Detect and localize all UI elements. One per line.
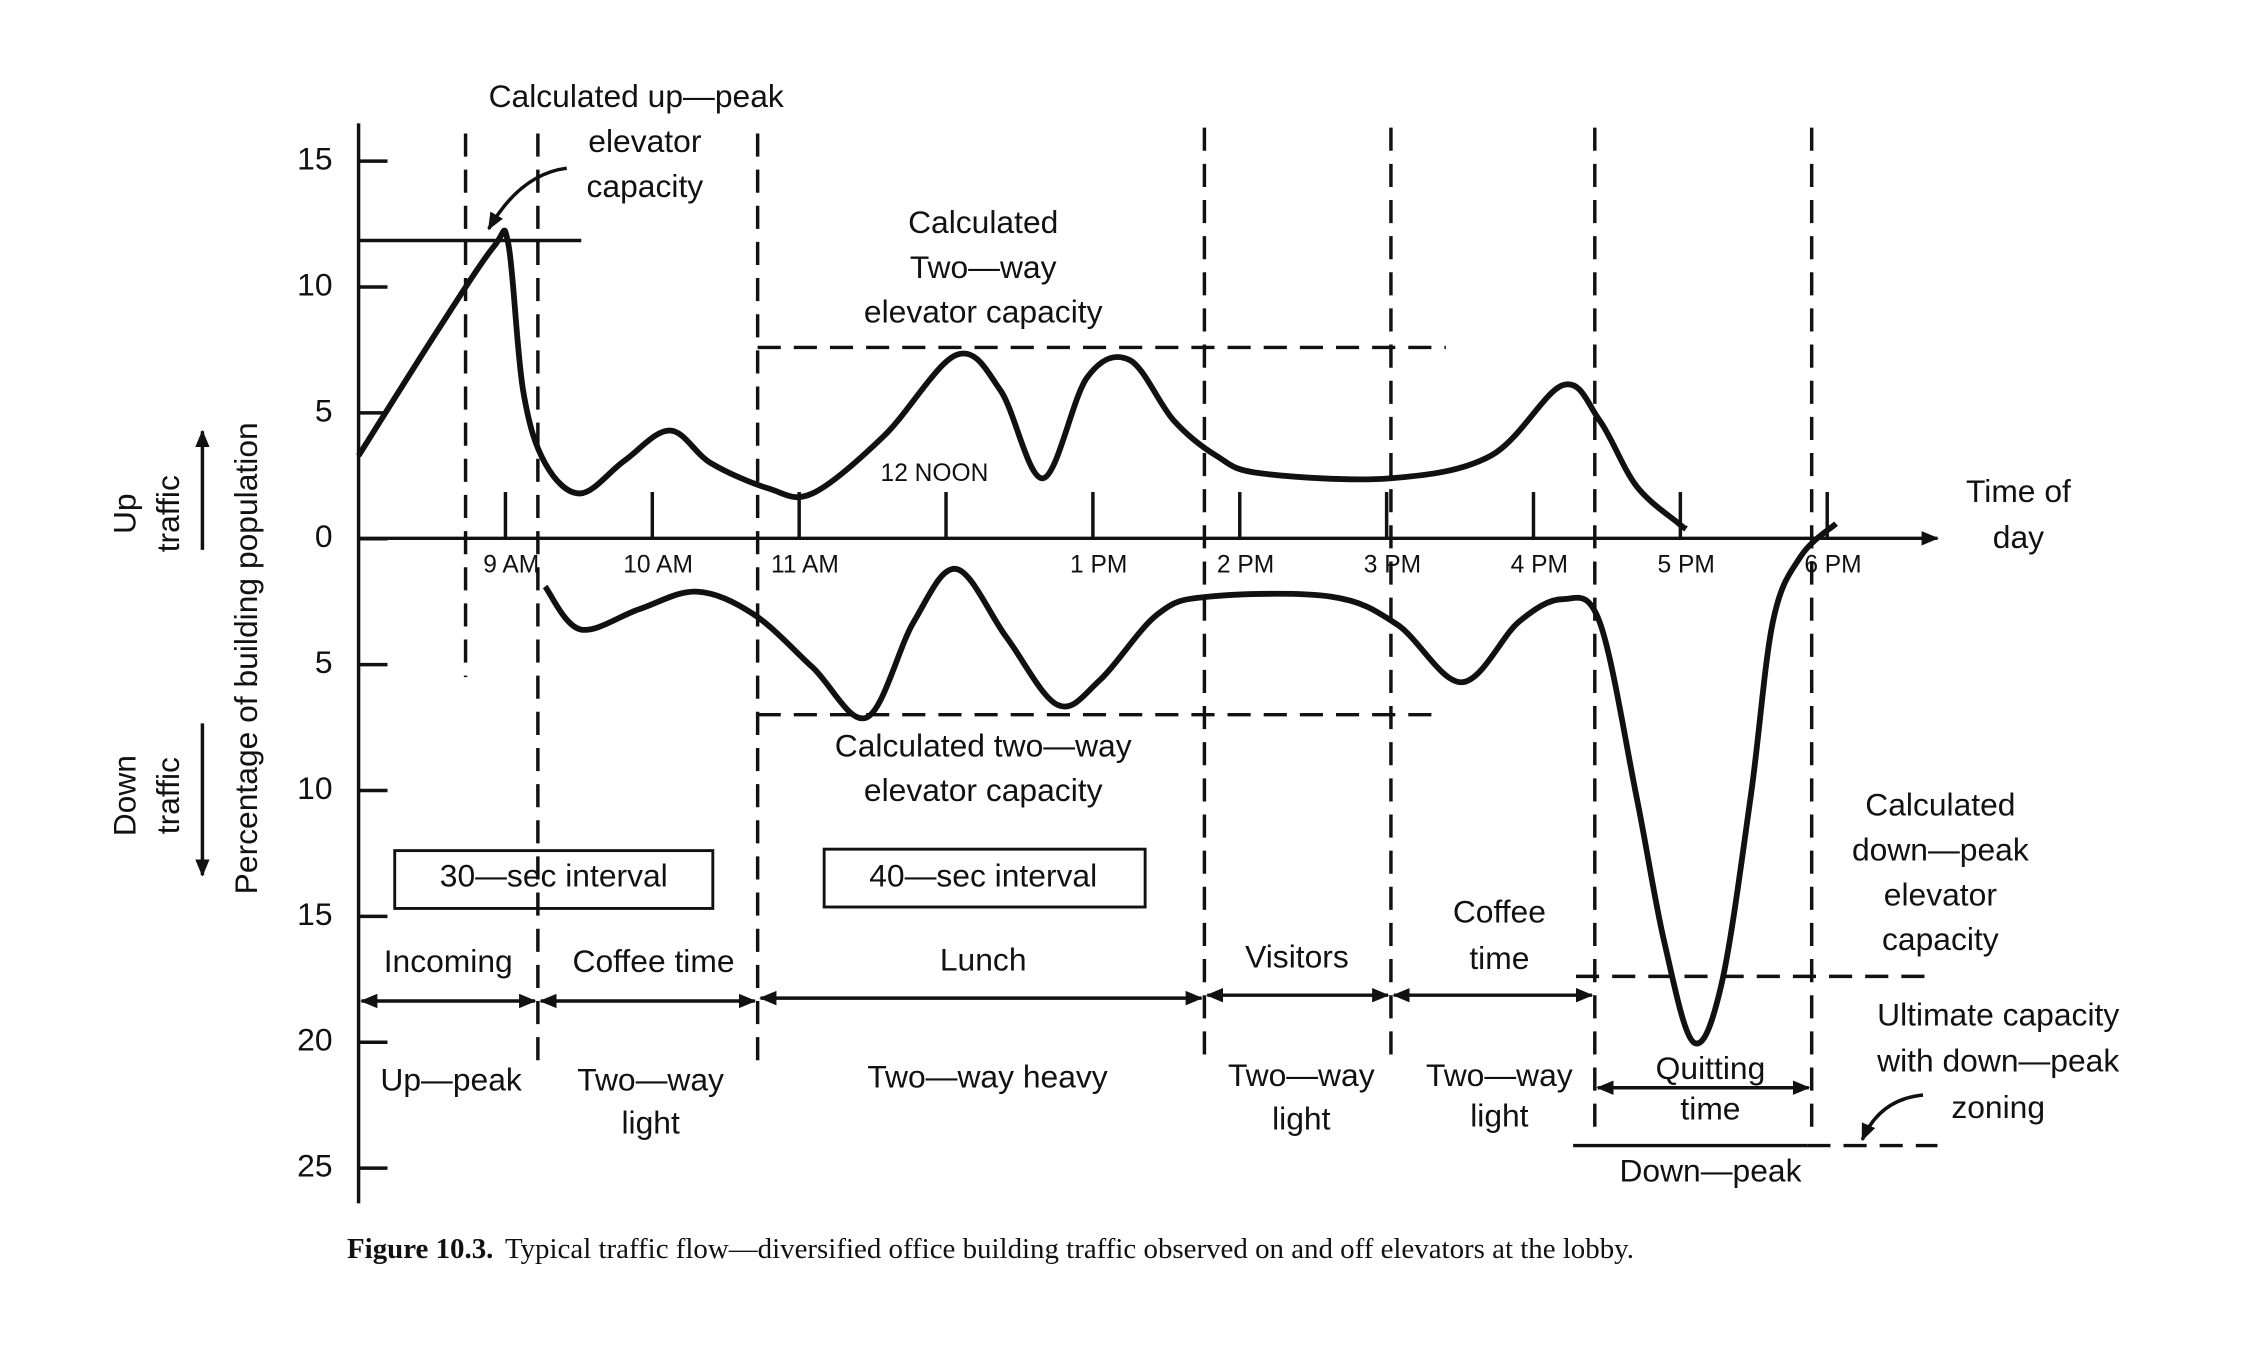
y-tick-label: 15 bbox=[297, 141, 332, 177]
x-tick-label: 12 NOON bbox=[881, 460, 989, 487]
x-tick-label: 1 PM bbox=[1070, 551, 1127, 578]
annotation: Two—way heavy bbox=[867, 1058, 1107, 1094]
y-tick-label: 10 bbox=[297, 770, 332, 806]
annotation: Two—way bbox=[910, 249, 1057, 285]
annotation: Calculated up—peak bbox=[489, 78, 784, 114]
pointer bbox=[487, 166, 567, 231]
annotation: elevator capacity bbox=[864, 294, 1103, 330]
annotation: Lunch bbox=[940, 941, 1027, 977]
x-tick-label: 11 AM bbox=[771, 551, 839, 578]
annotation: light bbox=[1272, 1100, 1330, 1136]
x-tick-label: 4 PM bbox=[1511, 551, 1568, 578]
x-tick-label: 6 PM bbox=[1804, 551, 1861, 578]
annotation: down—peak bbox=[1852, 831, 2029, 867]
annotation: Calculated two—way bbox=[835, 727, 1132, 763]
annotation: Two—way bbox=[577, 1061, 724, 1097]
annotation: with down—peak bbox=[1876, 1043, 2119, 1079]
up-label: Up bbox=[107, 493, 143, 534]
annotation: Two—way bbox=[1228, 1057, 1375, 1093]
annotation: elevator bbox=[1884, 876, 1998, 912]
interval-box bbox=[393, 849, 715, 910]
caption: Figure 10.3. Typical traffic flow—diversi… bbox=[347, 1233, 1634, 1265]
annotation: Up—peak bbox=[380, 1061, 521, 1097]
annotation: Incoming bbox=[384, 943, 513, 979]
y-tick-label: 0 bbox=[315, 518, 333, 554]
annotation: capacity bbox=[1882, 921, 1999, 957]
y-tick-label: 5 bbox=[315, 392, 333, 428]
annotation: Coffee time bbox=[573, 943, 735, 979]
down-label: traffic bbox=[150, 757, 186, 834]
traffic-curve bbox=[542, 521, 1838, 1047]
annotation: time bbox=[1469, 940, 1529, 976]
annotation: Calculated bbox=[908, 204, 1058, 240]
x-tick-label: 5 PM bbox=[1657, 551, 1714, 578]
y-axis-title: Percentage of building population bbox=[228, 422, 264, 894]
annotation: Calculated bbox=[1865, 787, 2015, 823]
x-tick-label: 3 PM bbox=[1364, 551, 1421, 578]
annotation: time bbox=[1680, 1090, 1740, 1126]
annotation: Ultimate capacity bbox=[1877, 996, 2119, 1032]
x-tick-label: 10 AM bbox=[623, 551, 693, 578]
caption-label: Figure 10.3. bbox=[347, 1233, 493, 1265]
annotation: elevator bbox=[588, 123, 702, 159]
annotation: Coffee bbox=[1453, 894, 1546, 930]
annotation: light bbox=[1470, 1098, 1528, 1134]
annotation: Visitors bbox=[1245, 938, 1349, 974]
x-axis-title: Time of bbox=[1966, 473, 2071, 509]
annotation: 30—sec interval bbox=[440, 857, 668, 893]
annotation: Two—way bbox=[1426, 1057, 1573, 1093]
y-tick-label: 25 bbox=[297, 1148, 332, 1184]
y-tick-label: 15 bbox=[297, 896, 332, 932]
down-label: Down bbox=[107, 755, 143, 836]
pointer bbox=[1860, 1093, 1924, 1142]
x-axis-title: day bbox=[1993, 519, 2044, 555]
annotation: Down—peak bbox=[1619, 1152, 1801, 1188]
y-tick-label: 20 bbox=[297, 1022, 332, 1058]
annotation: elevator capacity bbox=[864, 772, 1103, 808]
y-tick-label: 10 bbox=[297, 266, 332, 302]
annotation: light bbox=[621, 1105, 679, 1141]
x-tick-label: 2 PM bbox=[1217, 551, 1274, 578]
interval-box bbox=[822, 847, 1147, 909]
annotation: Quitting bbox=[1656, 1050, 1766, 1086]
y-tick-label: 5 bbox=[315, 644, 333, 680]
annotation: capacity bbox=[587, 168, 704, 204]
layout bbox=[195, 123, 1939, 1204]
annotation: zoning bbox=[1951, 1089, 2045, 1125]
x-tick-label: 9 AM bbox=[483, 551, 539, 578]
traffic-curve bbox=[356, 227, 1688, 532]
up-label: traffic bbox=[150, 475, 186, 552]
caption-text: Typical traffic flow—diversified office … bbox=[505, 1233, 1634, 1265]
annotation: 40—sec interval bbox=[869, 857, 1097, 893]
